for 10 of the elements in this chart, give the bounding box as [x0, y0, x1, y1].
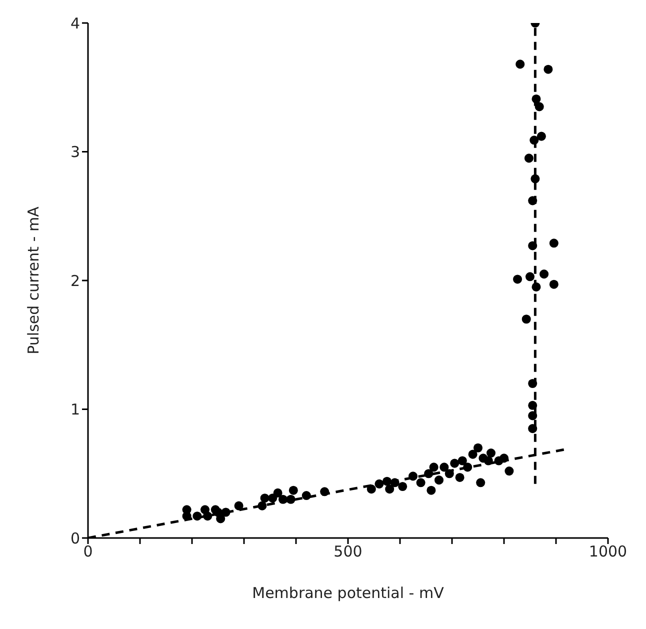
x-tick-label: 0 — [83, 542, 93, 561]
y-tick-label: 1 — [70, 400, 80, 419]
x-tick-label: 1000 — [588, 542, 628, 561]
x-axis-title: Membrane potential - mV — [252, 584, 445, 602]
y-tick-label: 2 — [70, 272, 80, 290]
y-axis-title: Pulsed current - mA — [24, 206, 42, 354]
x-tick-label: 500 — [334, 542, 362, 561]
y-tick-label: 0 — [70, 529, 80, 548]
y-tick-label: 3 — [70, 143, 80, 162]
y-tick-label: 4 — [70, 14, 80, 32]
